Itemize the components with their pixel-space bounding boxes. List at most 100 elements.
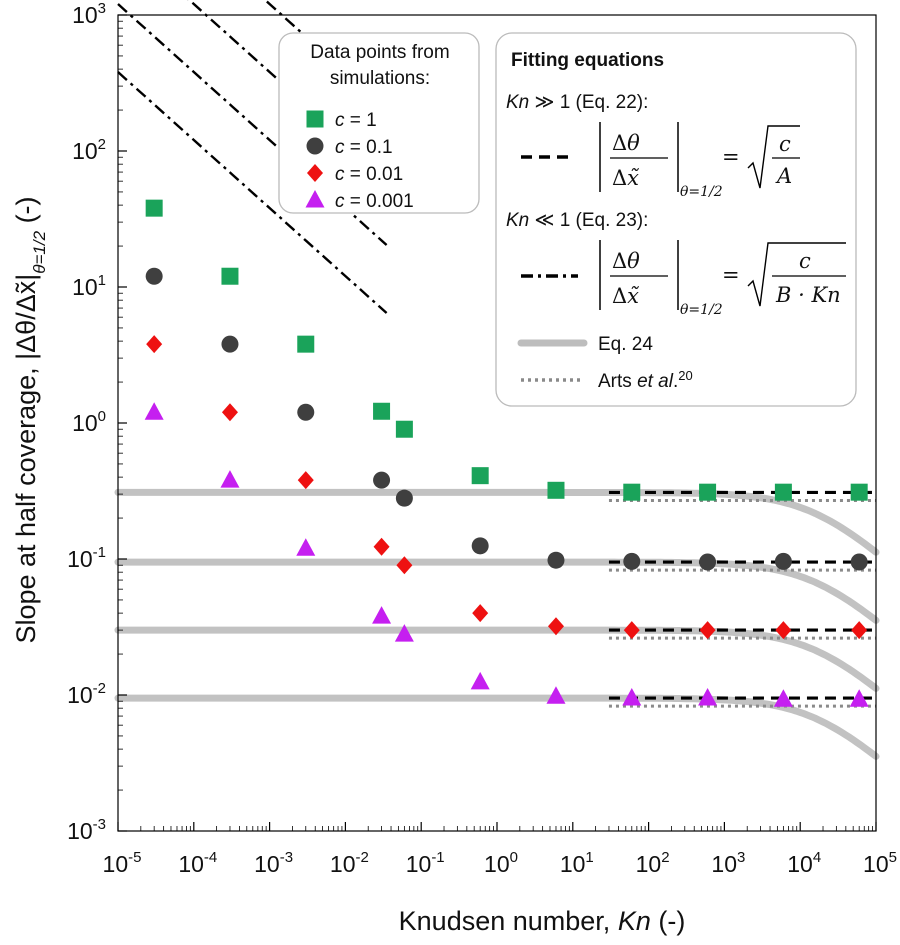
legend-series-label: c = 1 [335, 110, 377, 131]
ticks-layer: 10-5 10-4 10-3 10-2 10-1 100 101 102 103 104 105 10… [67, 0, 897, 877]
svg-text:θ=1/2: θ=1/2 [680, 302, 723, 318]
y-tick-label: 10-1 [67, 544, 106, 572]
data-point-triangle [296, 538, 316, 556]
svg-text:Δx̃: Δx̃ [612, 166, 640, 190]
x-tick-label: 103 [711, 849, 745, 877]
data-point-square [623, 483, 641, 501]
legend-series-label: c = 0.01 [335, 164, 403, 185]
y-tick-label: 101 [72, 272, 106, 300]
data-point-triangle [773, 689, 793, 707]
x-tick-label: 102 [636, 849, 670, 877]
legend-fits-box [495, 32, 857, 407]
svg-text:=: = [722, 145, 740, 169]
data-point-circle [623, 552, 641, 570]
svg-text:Δθ: Δθ [612, 249, 640, 273]
x-tick-label: 101 [560, 849, 594, 877]
x-tick-label: 105 [863, 849, 897, 877]
data-point-diamond [396, 556, 413, 575]
data-point-square [699, 483, 717, 501]
eq24-curve [114, 626, 880, 692]
svg-text:Δθ: Δθ [612, 131, 640, 155]
legend-kn-small-label: Kn ≪ 1 (Eq. 23): [506, 210, 648, 231]
legend-points-title-line1: Data points from [310, 42, 449, 63]
y-tick-label: 103 [72, 0, 106, 28]
legend-marker-diamond [307, 164, 323, 182]
data-point-circle [850, 553, 868, 571]
data-point-circle [471, 537, 489, 555]
data-point-triangle [546, 686, 566, 704]
data-point-diamond [851, 621, 868, 640]
data-point-triangle [849, 689, 869, 707]
legend-fits: Fitting equations Kn ≫ 1 (Eq. 22): Δθ Δx… [495, 32, 857, 407]
data-point-diamond [775, 621, 792, 640]
data-point-circle [145, 267, 163, 285]
data-point-circle [395, 489, 413, 507]
data-point-circle [373, 471, 391, 489]
legend-fits-title: Fitting equations [511, 50, 664, 71]
svg-text:Δx̃: Δx̃ [612, 284, 640, 308]
legend-kn-large-label: Kn ≫ 1 (Eq. 22): [506, 92, 648, 113]
data-point-triangle [220, 470, 240, 488]
data-point-diamond [623, 621, 640, 640]
data-point-diamond [373, 537, 390, 556]
data-point-circle [221, 335, 239, 353]
x-tick-label: 10-2 [330, 849, 369, 877]
legend-points-title-line2: simulations: [330, 68, 430, 89]
equation-23: Δθ Δx̃ θ=1/2 = c B · Kn [599, 240, 846, 318]
data-point-triangle [470, 671, 490, 690]
data-point-square [395, 420, 413, 438]
svg-text:B · Kn: B · Kn [775, 283, 841, 307]
x-tick-label: 104 [787, 849, 821, 877]
data-point-diamond [699, 621, 716, 640]
legend-marker-triangle [305, 190, 325, 208]
data-point-diamond [221, 403, 238, 422]
data-point-triangle [372, 606, 392, 624]
y-tick-label: 102 [72, 136, 106, 164]
legend-eq24-label: Eq. 24 [598, 334, 653, 355]
x-tick-label: 10-4 [178, 849, 217, 877]
legend-marker-circle [306, 137, 324, 155]
legend-marker-square [306, 110, 324, 128]
eq23-dashdot-line [117, 71, 388, 314]
data-point-square [297, 335, 315, 353]
data-point-square [850, 483, 868, 501]
svg-text:A: A [775, 164, 792, 188]
data-point-circle [297, 403, 315, 421]
data-point-circle [699, 553, 717, 571]
legend-arts-label: Arts et al.20 [598, 368, 693, 393]
legend-points-box [278, 32, 480, 214]
y-axis-title: Slope at half coverage, |Δθ/Δx̃|θ=1/2 (-… [11, 196, 49, 643]
data-point-triangle [698, 688, 718, 706]
legend-points: Data points from simulations: c = 1 c = 0… [278, 32, 480, 214]
y-tick-label: 100 [72, 408, 106, 436]
data-point-square [471, 467, 489, 485]
data-point-square [145, 199, 163, 217]
legend-series-label: c = 0.001 [335, 191, 414, 212]
y-tick-label: 10-3 [67, 816, 106, 844]
data-point-square [774, 483, 792, 501]
data-point-square [547, 481, 565, 499]
y-tick-label: 10-2 [67, 680, 106, 708]
equation-22: Δθ Δx̃ θ=1/2 = c A [599, 122, 800, 200]
data-point-diamond [547, 617, 564, 636]
data-point-circle [547, 551, 565, 569]
eq24-curve [114, 694, 880, 760]
legend-series-label: c = 0.1 [335, 137, 393, 158]
markers-layer [144, 199, 869, 707]
data-point-triangle [622, 688, 642, 706]
data-point-square [373, 402, 391, 420]
x-tick-label: 100 [484, 849, 518, 877]
x-tick-label: 10-3 [254, 849, 293, 877]
data-point-diamond [146, 335, 163, 354]
data-point-diamond [472, 604, 489, 623]
x-axis-title: Knudsen number, Kn (-) [399, 906, 686, 936]
svg-text:c: c [779, 132, 791, 156]
data-point-circle [774, 552, 792, 570]
svg-text:c: c [799, 249, 811, 273]
svg-text:θ=1/2: θ=1/2 [680, 184, 723, 200]
eq24-curve [114, 488, 880, 556]
x-tick-label: 10-5 [103, 849, 142, 877]
data-point-triangle [144, 402, 164, 420]
data-point-square [221, 267, 239, 285]
